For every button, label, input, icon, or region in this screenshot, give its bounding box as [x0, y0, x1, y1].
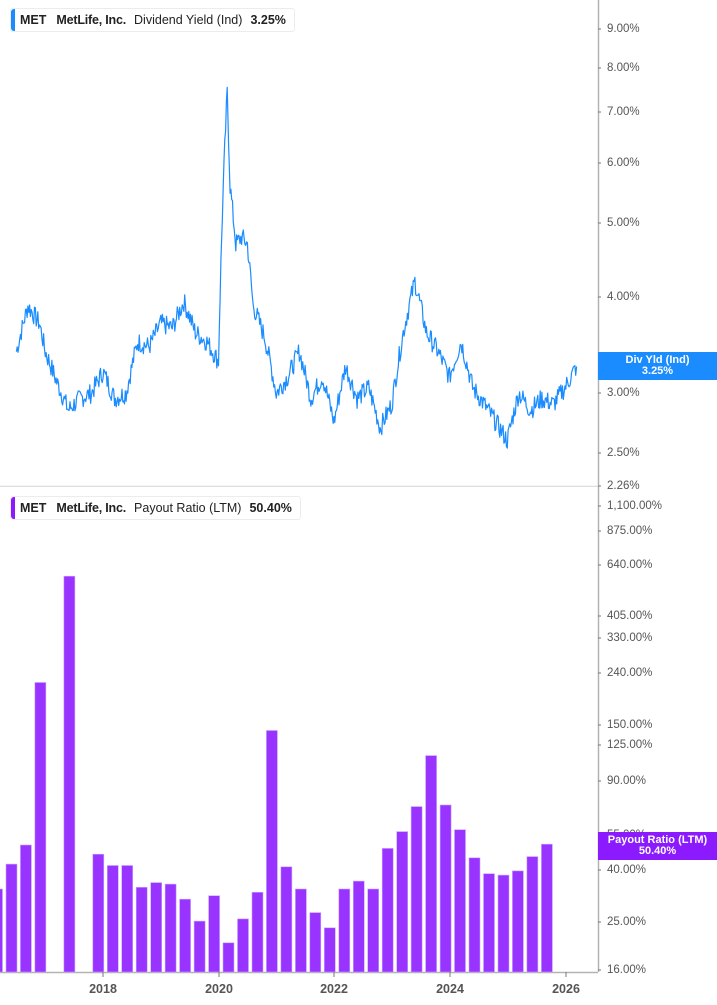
series-color-marker: [11, 9, 15, 31]
legend-company: MetLife, Inc.: [56, 501, 127, 515]
y-tick-label: 16.00%: [607, 964, 647, 976]
x-tick-label: 2020: [205, 982, 233, 996]
y-tick-label: 125.00%: [607, 739, 653, 751]
legend-value: 50.40%: [249, 501, 292, 515]
y-tick-label: 7.00%: [607, 106, 640, 118]
dividend-yield-legend[interactable]: MET MetLife, Inc. Dividend Yield (Ind) 3…: [10, 8, 295, 32]
badge-value: 3.25%: [641, 365, 674, 377]
y-tick-label: 3.00%: [607, 387, 640, 399]
y-tick-label: 8.00%: [607, 62, 640, 74]
payout-ratio-pane: MET MetLife, Inc. Payout Ratio (LTM) 50.…: [0, 487, 717, 1005]
y-tick-label: 330.00%: [607, 632, 653, 644]
legend-metric: Payout Ratio (LTM): [134, 501, 242, 515]
dividend-yield-chart: [0, 0, 601, 487]
badge-label: Div Yld (Ind): [625, 354, 690, 366]
badge-value: 50.40%: [638, 845, 677, 857]
x-tick-label: 2022: [320, 982, 348, 996]
x-tick-label: 2024: [436, 982, 464, 996]
series-color-marker: [11, 497, 15, 519]
current-value-badge: Payout Ratio (LTM) 50.40%: [598, 832, 717, 860]
y-tick-label: 640.00%: [607, 559, 653, 571]
badge-label: Payout Ratio (LTM): [607, 834, 708, 846]
y-tick-label: 875.00%: [607, 525, 653, 537]
y-tick-label: 90.00%: [607, 775, 647, 787]
y-tick-label: 4.00%: [607, 291, 640, 303]
legend-company: MetLife, Inc.: [56, 13, 127, 27]
legend-ticker: MET: [20, 13, 47, 27]
y-tick-label: 25.00%: [607, 916, 647, 928]
y-tick-label: 2.26%: [607, 480, 640, 492]
y-tick-label: 6.00%: [607, 157, 640, 169]
y-tick-label: 9.00%: [607, 23, 640, 35]
payout-ratio-legend[interactable]: MET MetLife, Inc. Payout Ratio (LTM) 50.…: [10, 496, 301, 520]
y-tick-label: 5.00%: [607, 217, 640, 229]
dividend-yield-pane: MET MetLife, Inc. Dividend Yield (Ind) 3…: [0, 0, 717, 492]
current-value-badge: Div Yld (Ind) 3.25%: [598, 352, 717, 380]
y-tick-label: 240.00%: [607, 667, 653, 679]
y-tick-label: 405.00%: [607, 610, 653, 622]
x-tick-label: 2026: [552, 982, 580, 996]
y-tick-label: 150.00%: [607, 719, 653, 731]
x-tick-label: 2018: [89, 982, 117, 996]
y-tick-label: 1,100.00%: [607, 500, 662, 512]
y-tick-label: 2.50%: [607, 447, 640, 459]
legend-ticker: MET: [20, 501, 47, 515]
legend-metric: Dividend Yield (Ind): [134, 13, 243, 27]
legend-value: 3.25%: [250, 13, 286, 27]
y-tick-label: 40.00%: [607, 864, 647, 876]
